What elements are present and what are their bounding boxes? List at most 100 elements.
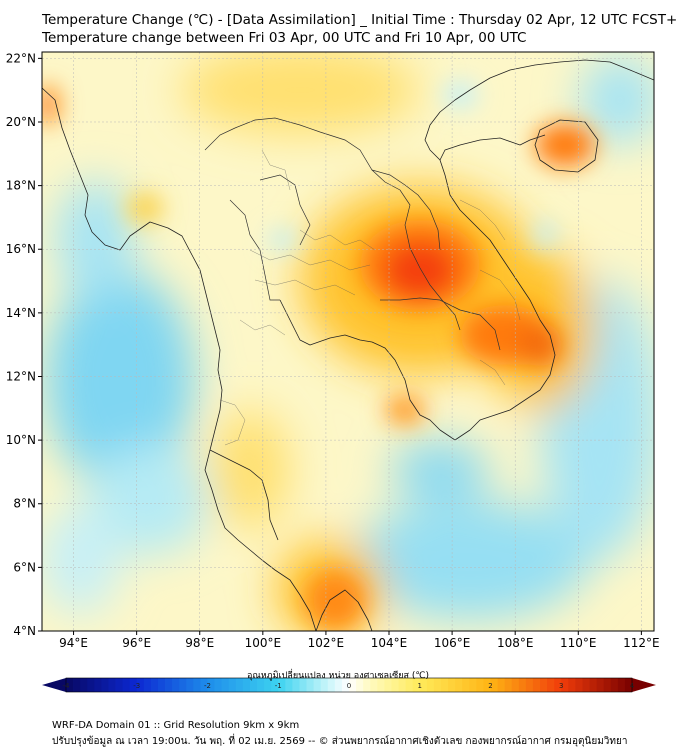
lon-label: 104°E xyxy=(371,636,408,650)
colorbar-segment xyxy=(108,678,116,692)
colorbar-tick-label: -4 xyxy=(63,682,71,690)
colorbar-segment xyxy=(271,678,279,692)
colorbar-segment xyxy=(433,678,442,692)
colorbar-segment xyxy=(193,678,201,692)
colorbar-segment xyxy=(370,678,378,692)
colorbar-segment xyxy=(540,678,548,692)
colorbar-segment xyxy=(440,678,449,692)
lon-label: 110°E xyxy=(560,636,597,650)
colorbar-segment xyxy=(235,678,244,692)
colorbar-segment xyxy=(257,678,265,692)
colorbar-segment xyxy=(554,678,562,692)
colorbar-segment xyxy=(356,678,364,692)
colorbar-segment xyxy=(568,678,576,692)
colorbar-segment xyxy=(504,678,513,692)
colorbar-segment xyxy=(334,678,343,692)
colorbar-segment xyxy=(532,678,541,692)
colorbar-segment xyxy=(518,678,527,692)
colorbar-segment xyxy=(80,678,88,692)
colorbar-segment xyxy=(306,678,315,692)
lon-label: 96°E xyxy=(122,636,151,650)
lat-label: 10°N xyxy=(6,433,36,447)
colorbar-segment xyxy=(101,678,109,692)
colorbar-segment xyxy=(363,678,371,692)
colorbar-segment xyxy=(561,678,569,692)
latitude-labels: 22°N 20°N 18°N 16°N 14°N 12°N 10°N 8°N 6°N 4°N xyxy=(6,51,36,638)
colorbar-tick-label: -1 xyxy=(275,682,282,690)
colorbar-segment xyxy=(511,678,520,692)
colorbar-segment xyxy=(136,678,145,692)
lat-label: 16°N xyxy=(6,242,36,256)
footer-credit: ปรับปรุงข้อมูล ณ เวลา 19:00น. วัน พฤ. ที… xyxy=(52,736,628,747)
colorbar-segment xyxy=(327,678,336,692)
colorbar-tick-label: 1 xyxy=(418,682,422,690)
colorbar-segment xyxy=(200,678,208,692)
lon-label: 106°E xyxy=(434,636,471,650)
colorbar-segment xyxy=(419,678,428,692)
lon-label: 102°E xyxy=(308,636,345,650)
colorbar-segment xyxy=(249,678,258,692)
colorbar-segment xyxy=(624,678,633,692)
colorbar-segment xyxy=(172,678,180,692)
lat-label: 14°N xyxy=(6,306,36,320)
colorbar-segment xyxy=(186,678,194,692)
map-frame xyxy=(41,51,655,632)
colorbar-segment xyxy=(115,678,123,692)
colorbar-segment xyxy=(462,678,470,692)
temperature-field xyxy=(42,52,654,631)
colorbar-max-extend xyxy=(632,678,656,692)
lat-label: 12°N xyxy=(6,369,36,383)
colorbar-segment xyxy=(405,678,414,692)
colorbar-segment xyxy=(313,678,322,692)
colorbar-segment xyxy=(264,678,272,692)
colorbar-segment xyxy=(292,678,300,692)
map-title: Temperature Change (℃) - [Data Assimilat… xyxy=(42,12,676,28)
colorbar-tick-label: -3 xyxy=(133,682,140,690)
colorbar xyxy=(42,677,656,693)
colorbar-segment xyxy=(207,678,215,692)
colorbar-segment xyxy=(582,678,590,692)
lon-label: 94°E xyxy=(59,636,88,650)
colorbar-segment xyxy=(426,678,435,692)
longitude-labels: 94°E 96°E 98°E 100°E 102°E 104°E 106°E 108°E 110… xyxy=(59,636,660,650)
colorbar-segment xyxy=(349,678,357,692)
colorbar-segment xyxy=(278,678,286,692)
colorbar-ticks: -4 -3 -2 -1 0 1 2 3 4 xyxy=(63,682,635,690)
colorbar-tick-label: -2 xyxy=(204,682,211,690)
colorbar-segment xyxy=(469,678,477,692)
lat-label: 22°N xyxy=(6,51,36,65)
colorbar-segment xyxy=(476,678,484,692)
lon-label: 98°E xyxy=(185,636,214,650)
lon-label: 112°E xyxy=(623,636,660,650)
colorbar-segment xyxy=(603,678,612,692)
colorbar-segment xyxy=(596,678,605,692)
colorbar-segment xyxy=(165,678,173,692)
colorbar-tick-label: 4 xyxy=(630,682,635,690)
coastlines xyxy=(42,59,654,631)
colorbar-segment xyxy=(575,678,583,692)
colorbar-segment xyxy=(617,678,626,692)
colorbar-segment xyxy=(490,678,498,692)
colorbar-segment xyxy=(122,678,131,692)
colorbar-segment xyxy=(214,678,223,692)
colorbar-segment xyxy=(143,678,152,692)
map-subtitle: Temperature change between Fri 03 Apr, 0… xyxy=(42,30,527,46)
colorbar-segment xyxy=(455,678,463,692)
colorbar-segment xyxy=(129,678,138,692)
colorbar-segment xyxy=(179,678,187,692)
colorbar-segment xyxy=(299,678,307,692)
lat-label: 6°N xyxy=(13,560,36,574)
lon-label: 100°E xyxy=(245,636,282,650)
lon-label: 108°E xyxy=(497,636,534,650)
lat-label: 20°N xyxy=(6,115,36,129)
lat-label: 18°N xyxy=(6,179,36,193)
colorbar-segment xyxy=(150,678,159,692)
colorbar-segment xyxy=(377,678,385,692)
colorbar-min-extend xyxy=(42,678,66,692)
colorbar-segment xyxy=(497,678,506,692)
colorbar-outline xyxy=(65,677,633,693)
colorbar-segment xyxy=(87,678,95,692)
colorbar-segment xyxy=(285,678,293,692)
colorbar-label: อุณหภูมิเปลี่ยนแปลง หน่วย องศาเซลเซียส (… xyxy=(246,671,430,681)
